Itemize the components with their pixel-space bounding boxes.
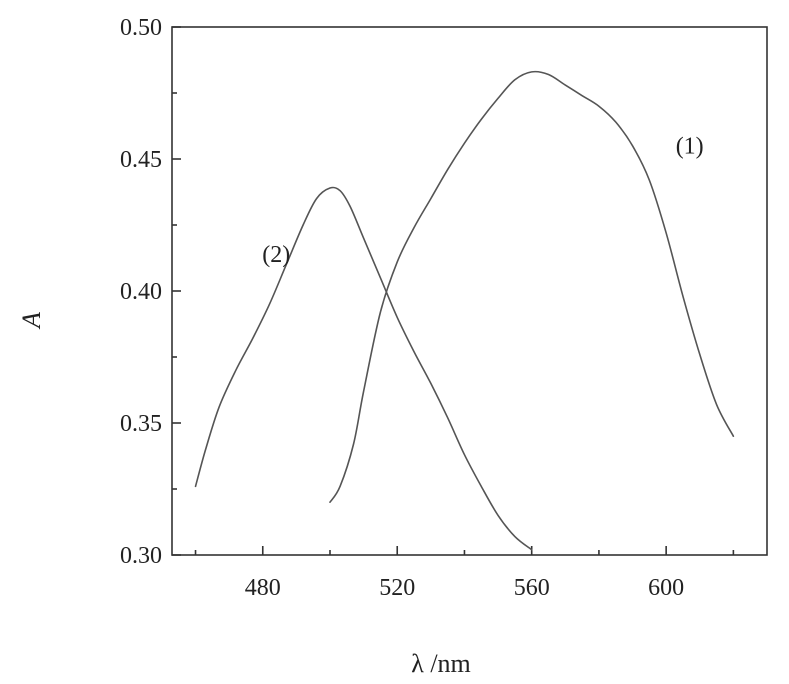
y-axis-label: A bbox=[17, 312, 46, 330]
series-line-1 bbox=[329, 70, 735, 503]
plot-frame bbox=[171, 26, 768, 556]
series-line-2 bbox=[194, 186, 533, 551]
series-label-1: (1) bbox=[676, 134, 704, 160]
y-axis-ticks: 0.30 0.35 0.40 0.45 0.50 bbox=[120, 15, 181, 569]
plot-border bbox=[171, 26, 768, 556]
x-axis-label: λ /nm bbox=[411, 649, 471, 678]
series-label-2: (2) bbox=[262, 242, 290, 268]
y-tick-label: 0.40 bbox=[120, 279, 162, 305]
x-axis-ticks: 480 520 560 600 bbox=[194, 546, 735, 601]
x-tick-label: 560 bbox=[514, 575, 550, 601]
y-tick-label: 0.45 bbox=[120, 147, 162, 173]
series-labels: (1) (2) bbox=[262, 134, 703, 268]
x-tick-label: 480 bbox=[245, 575, 281, 601]
y-tick-label: 0.30 bbox=[120, 543, 162, 569]
series-group bbox=[194, 70, 735, 551]
y-tick-label: 0.50 bbox=[120, 15, 162, 41]
y-tick-label: 0.35 bbox=[120, 411, 162, 437]
x-tick-label: 600 bbox=[648, 575, 684, 601]
x-tick-label: 520 bbox=[379, 575, 415, 601]
